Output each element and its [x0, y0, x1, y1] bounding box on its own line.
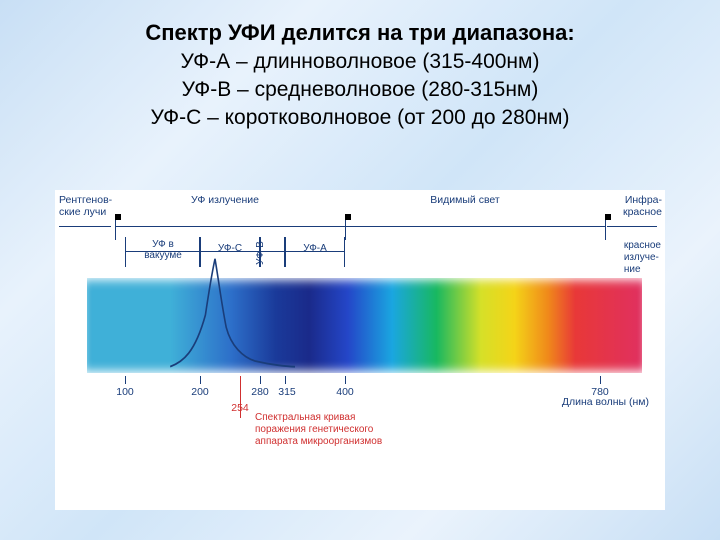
- spectrum-gradient: [87, 278, 642, 373]
- label-visible: Видимый свет: [405, 194, 525, 206]
- label-uv-a: УФ-А: [295, 243, 335, 254]
- tick-100: 100: [116, 386, 134, 398]
- label-uv-vacuum: УФ в вакууме: [127, 239, 199, 261]
- tick-315: 315: [278, 386, 296, 398]
- spectrum-diagram: Рентгенов- ские лучи УФ излучение Видимы…: [55, 190, 665, 510]
- title-main: Спектр УФИ делится на три диапазона:: [0, 18, 720, 48]
- label-ir-note: красное излуче- ние: [624, 240, 661, 276]
- tick-200: 200: [191, 386, 209, 398]
- label-xray: Рентгенов- ские лучи: [59, 194, 119, 218]
- top-region-labels: Рентгенов- ские лучи УФ излучение Видимы…: [55, 194, 665, 220]
- x-axis-label: Длина волны (нм): [562, 396, 649, 408]
- title-line-2: УФ-В – средневолновое (280-315нм): [0, 76, 720, 104]
- label-ir: Инфра- красное: [610, 194, 662, 218]
- title-block: Спектр УФИ делится на три диапазона: УФ-…: [0, 0, 720, 133]
- title-line-1: УФ-А – длинноволновое (315-400нм): [0, 48, 720, 76]
- range-arrows: [55, 220, 665, 234]
- tick-400: 400: [336, 386, 354, 398]
- title-line-3: УФ-С – коротковолновое (от 200 до 280нм): [0, 104, 720, 132]
- curve-caption: Спектральная кривая поражения генетическ…: [255, 412, 382, 448]
- tick-280: 280: [251, 386, 269, 398]
- label-uv-c: УФ-С: [210, 243, 250, 254]
- uv-subranges: УФ в вакууме УФ-С УФ-В УФ-А: [55, 237, 665, 275]
- label-uv: УФ излучение: [175, 194, 275, 206]
- label-uv-b: УФ-В: [255, 241, 266, 265]
- caption-connector: [240, 400, 241, 418]
